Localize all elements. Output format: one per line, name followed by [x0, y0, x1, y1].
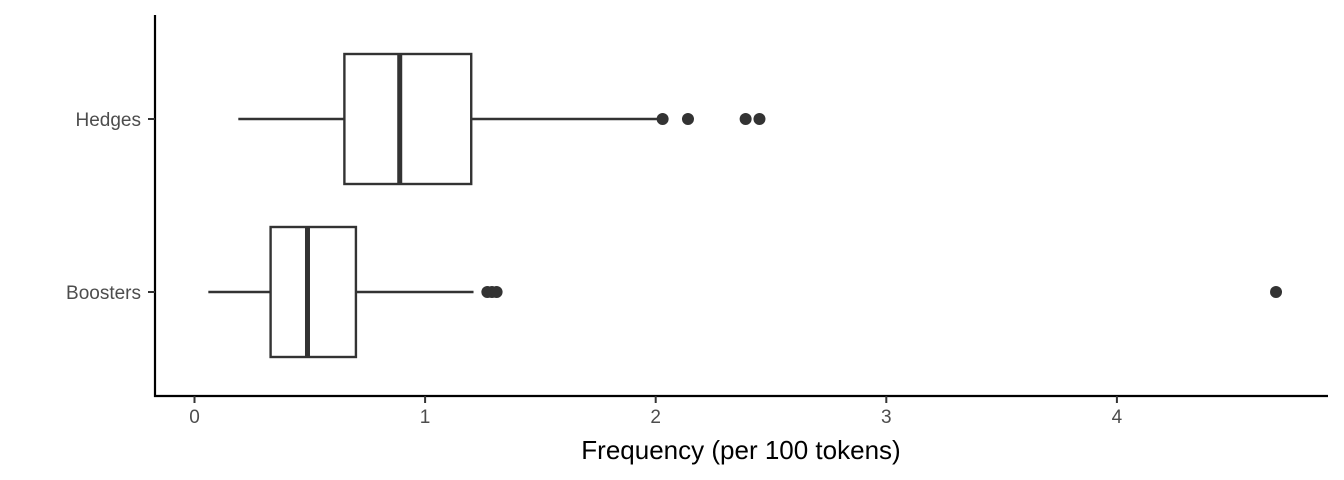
outlier-point: [490, 286, 503, 298]
box-boosters: [208, 225, 1283, 359]
box-hedges: [238, 52, 766, 186]
outlier-point: [1270, 286, 1283, 298]
x-tick-label: 1: [420, 407, 431, 428]
x-tick-label: 2: [650, 407, 661, 428]
y-tick-label: Hedges: [76, 110, 142, 131]
outlier-point: [681, 113, 694, 125]
x-tick-label: 3: [881, 407, 892, 428]
plot-marks: [208, 52, 1283, 359]
axes: 0 1 2 3 4 Hedges Boosters: [66, 15, 1328, 428]
box-iqr: [269, 225, 358, 359]
x-tick-label: 0: [189, 407, 200, 428]
outlier-point: [753, 113, 766, 125]
y-tick-label: Boosters: [66, 283, 141, 304]
x-tick-label: 4: [1112, 407, 1123, 428]
outlier-point: [656, 113, 669, 125]
outlier-point: [739, 113, 752, 125]
box-iqr: [343, 52, 473, 186]
x-axis-title: Frequency (per 100 tokens): [581, 435, 900, 465]
